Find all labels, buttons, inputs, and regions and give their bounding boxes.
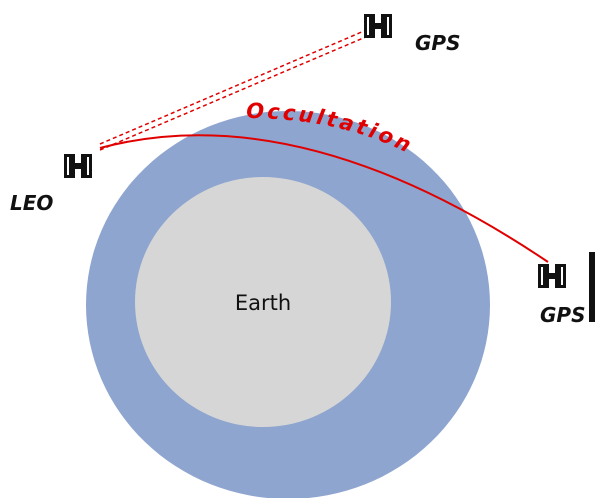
leo-satellite	[64, 154, 92, 178]
gps-right-label: GPS	[540, 303, 585, 327]
leo-label: LEO	[10, 191, 53, 215]
gps-satellite-top	[364, 14, 392, 38]
occultation-diagram: Earth Occultation GPS LEO GPS	[0, 0, 595, 498]
edge-bar	[589, 252, 595, 322]
page: Earth Occultation GPS LEO GPS (() => { c…	[0, 0, 595, 498]
gps-top-label: GPS	[415, 31, 460, 55]
earth-label: Earth	[235, 291, 291, 315]
gps-satellite-right	[538, 264, 566, 288]
